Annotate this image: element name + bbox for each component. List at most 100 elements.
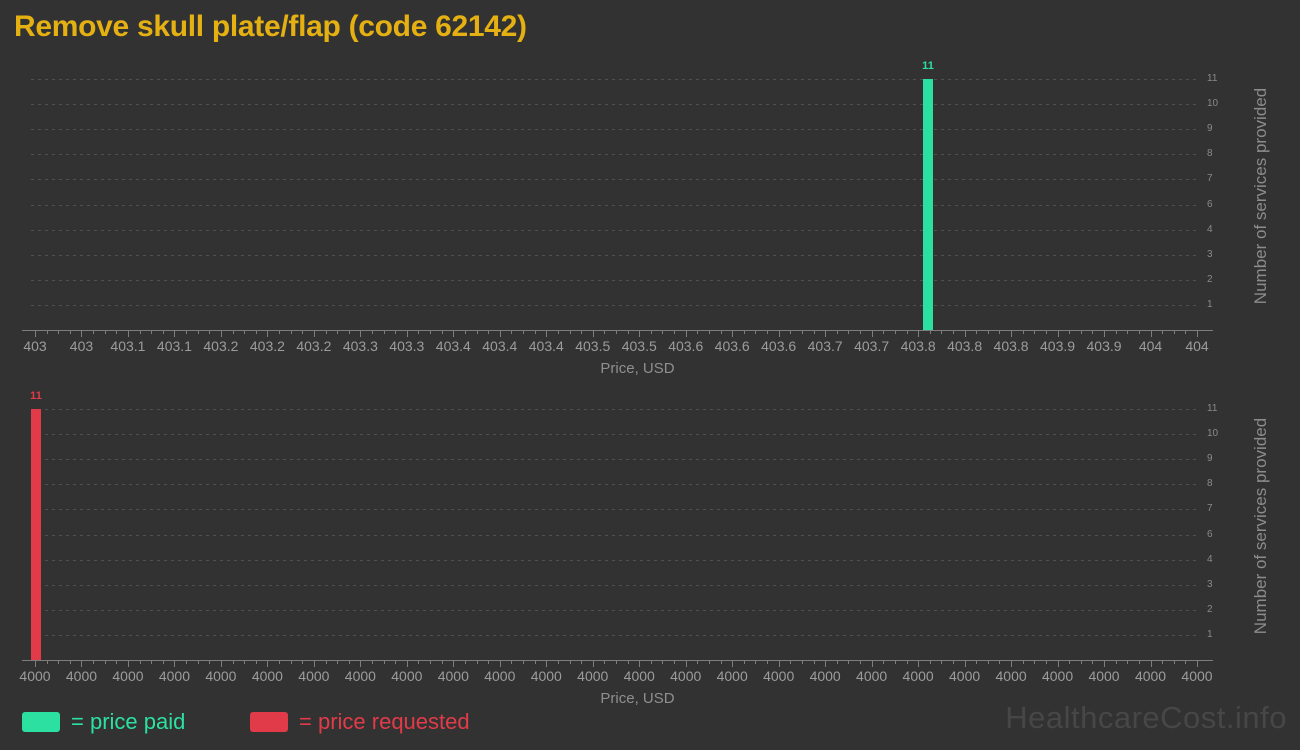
axis-tick [929,331,931,334]
x-axis-tick-label: 4000 [1088,668,1120,684]
axis-tick [871,331,873,337]
axis-tick [476,331,478,334]
axis-tick [35,331,36,337]
axis-tick [1011,661,1013,667]
axis-tick [151,661,153,664]
axis-tick [1173,331,1175,334]
x-axis-tick-label: 403.6 [714,338,750,354]
axis-tick [162,661,164,664]
axis-tick [1197,331,1198,337]
axis-tick [848,661,850,664]
axis-tick [662,331,664,334]
x-axis-tick-label: 403.8 [993,338,1029,354]
axis-tick [1138,661,1140,664]
x-axis-tick-label: 403.5 [621,338,657,354]
axis-tick [1115,331,1117,334]
axis-tick [778,661,780,667]
x-axis-tick-label: 4000 [112,668,144,684]
axis-tick [860,331,862,334]
gridline [31,484,1198,486]
axis-tick [790,331,792,334]
axis-tick [929,661,931,664]
axis-tick [127,661,129,667]
gridline [31,559,1198,561]
axis-tick [1022,661,1024,664]
axis-tick [650,331,652,334]
axis-tick [557,661,559,664]
axis-tick [46,661,48,664]
axis-tick [174,331,176,337]
axis-tick [825,661,827,667]
gridline [31,79,1198,80]
axis-tick [244,661,246,664]
price-paid-swatch [22,712,60,732]
gridline [31,634,1198,636]
axis-tick [987,331,989,334]
y-axis-tick-label: 6 [1207,198,1213,210]
axis-tick [348,661,350,664]
axis-tick [1185,661,1187,664]
bar-value-label: 11 [922,60,934,72]
axis-tick [964,661,966,667]
axis-tick [987,661,989,664]
x-axis-tick-label: 4000 [344,668,376,684]
axis-tick [395,661,397,664]
axis-tick [883,331,885,334]
axis-tick [767,331,769,334]
x-axis-tick-label: 403.6 [668,338,704,354]
x-axis-tick-label: 403.1 [110,338,146,354]
axis-tick [371,331,373,334]
y-axis-tick-label: 11 [1207,73,1218,84]
axis-tick [197,661,199,664]
x-axis-tick-label: 403.8 [947,338,983,354]
x-axis-tick-label: 404 [1138,338,1163,354]
gridline [31,534,1198,536]
plot-area-price-requested: 1 2 3 4 6 7 8 9 10 11 4000 4000 4000 4000 4000 4000 4000… [19,390,1218,683]
axis-tick [46,331,48,334]
axis-tick [801,331,803,334]
x-axis-tick-label: 404 [1185,338,1209,354]
y-axis-tick-label: 3 [1207,578,1213,590]
price-requested-swatch [250,712,288,732]
axis-tick [58,331,60,334]
axis-tick [453,331,455,337]
axis-tick [279,661,281,664]
y-axis-tick-label: 8 [1207,478,1213,490]
axis-tick [883,661,885,664]
axis-tick [604,661,606,664]
axis-tick [104,331,106,334]
x-axis-tick-label: 4000 [484,668,516,684]
axis-tick [220,331,222,337]
gridline [31,584,1198,586]
axis-tick [755,331,757,334]
y-axis-tick-label: 7 [1207,503,1213,515]
axis-tick [1104,331,1106,337]
axis-tick [325,331,327,334]
y-axis-tick-label: 11 [1207,403,1218,414]
axis-tick [418,331,420,334]
bar-price-requested[interactable] [31,408,41,660]
axis-tick [871,661,873,667]
axis-tick [499,661,501,667]
gridline [31,459,1198,461]
axis-tick [674,661,676,664]
axis-tick [127,331,129,337]
y-axis-tick-label: 4 [1207,223,1213,235]
y-axis-tick-label: 7 [1207,173,1213,185]
axis-tick [546,661,548,667]
axis-tick [836,661,838,664]
axis-tick [290,331,292,334]
bar-price-paid[interactable] [923,78,933,330]
x-axis-tick-label: 4000 [437,668,469,684]
axis-tick [685,661,687,667]
y-axis-tick-label: 4 [1207,553,1213,565]
axis-tick [755,661,757,664]
axis-tick [720,661,722,664]
axis-tick [360,661,362,667]
axis-tick [1138,331,1140,334]
axis-tick [708,661,710,664]
y-axis-tick-label: 2 [1207,273,1213,285]
gridline [31,434,1198,436]
axis-tick [116,661,118,664]
axis-tick [627,661,629,664]
